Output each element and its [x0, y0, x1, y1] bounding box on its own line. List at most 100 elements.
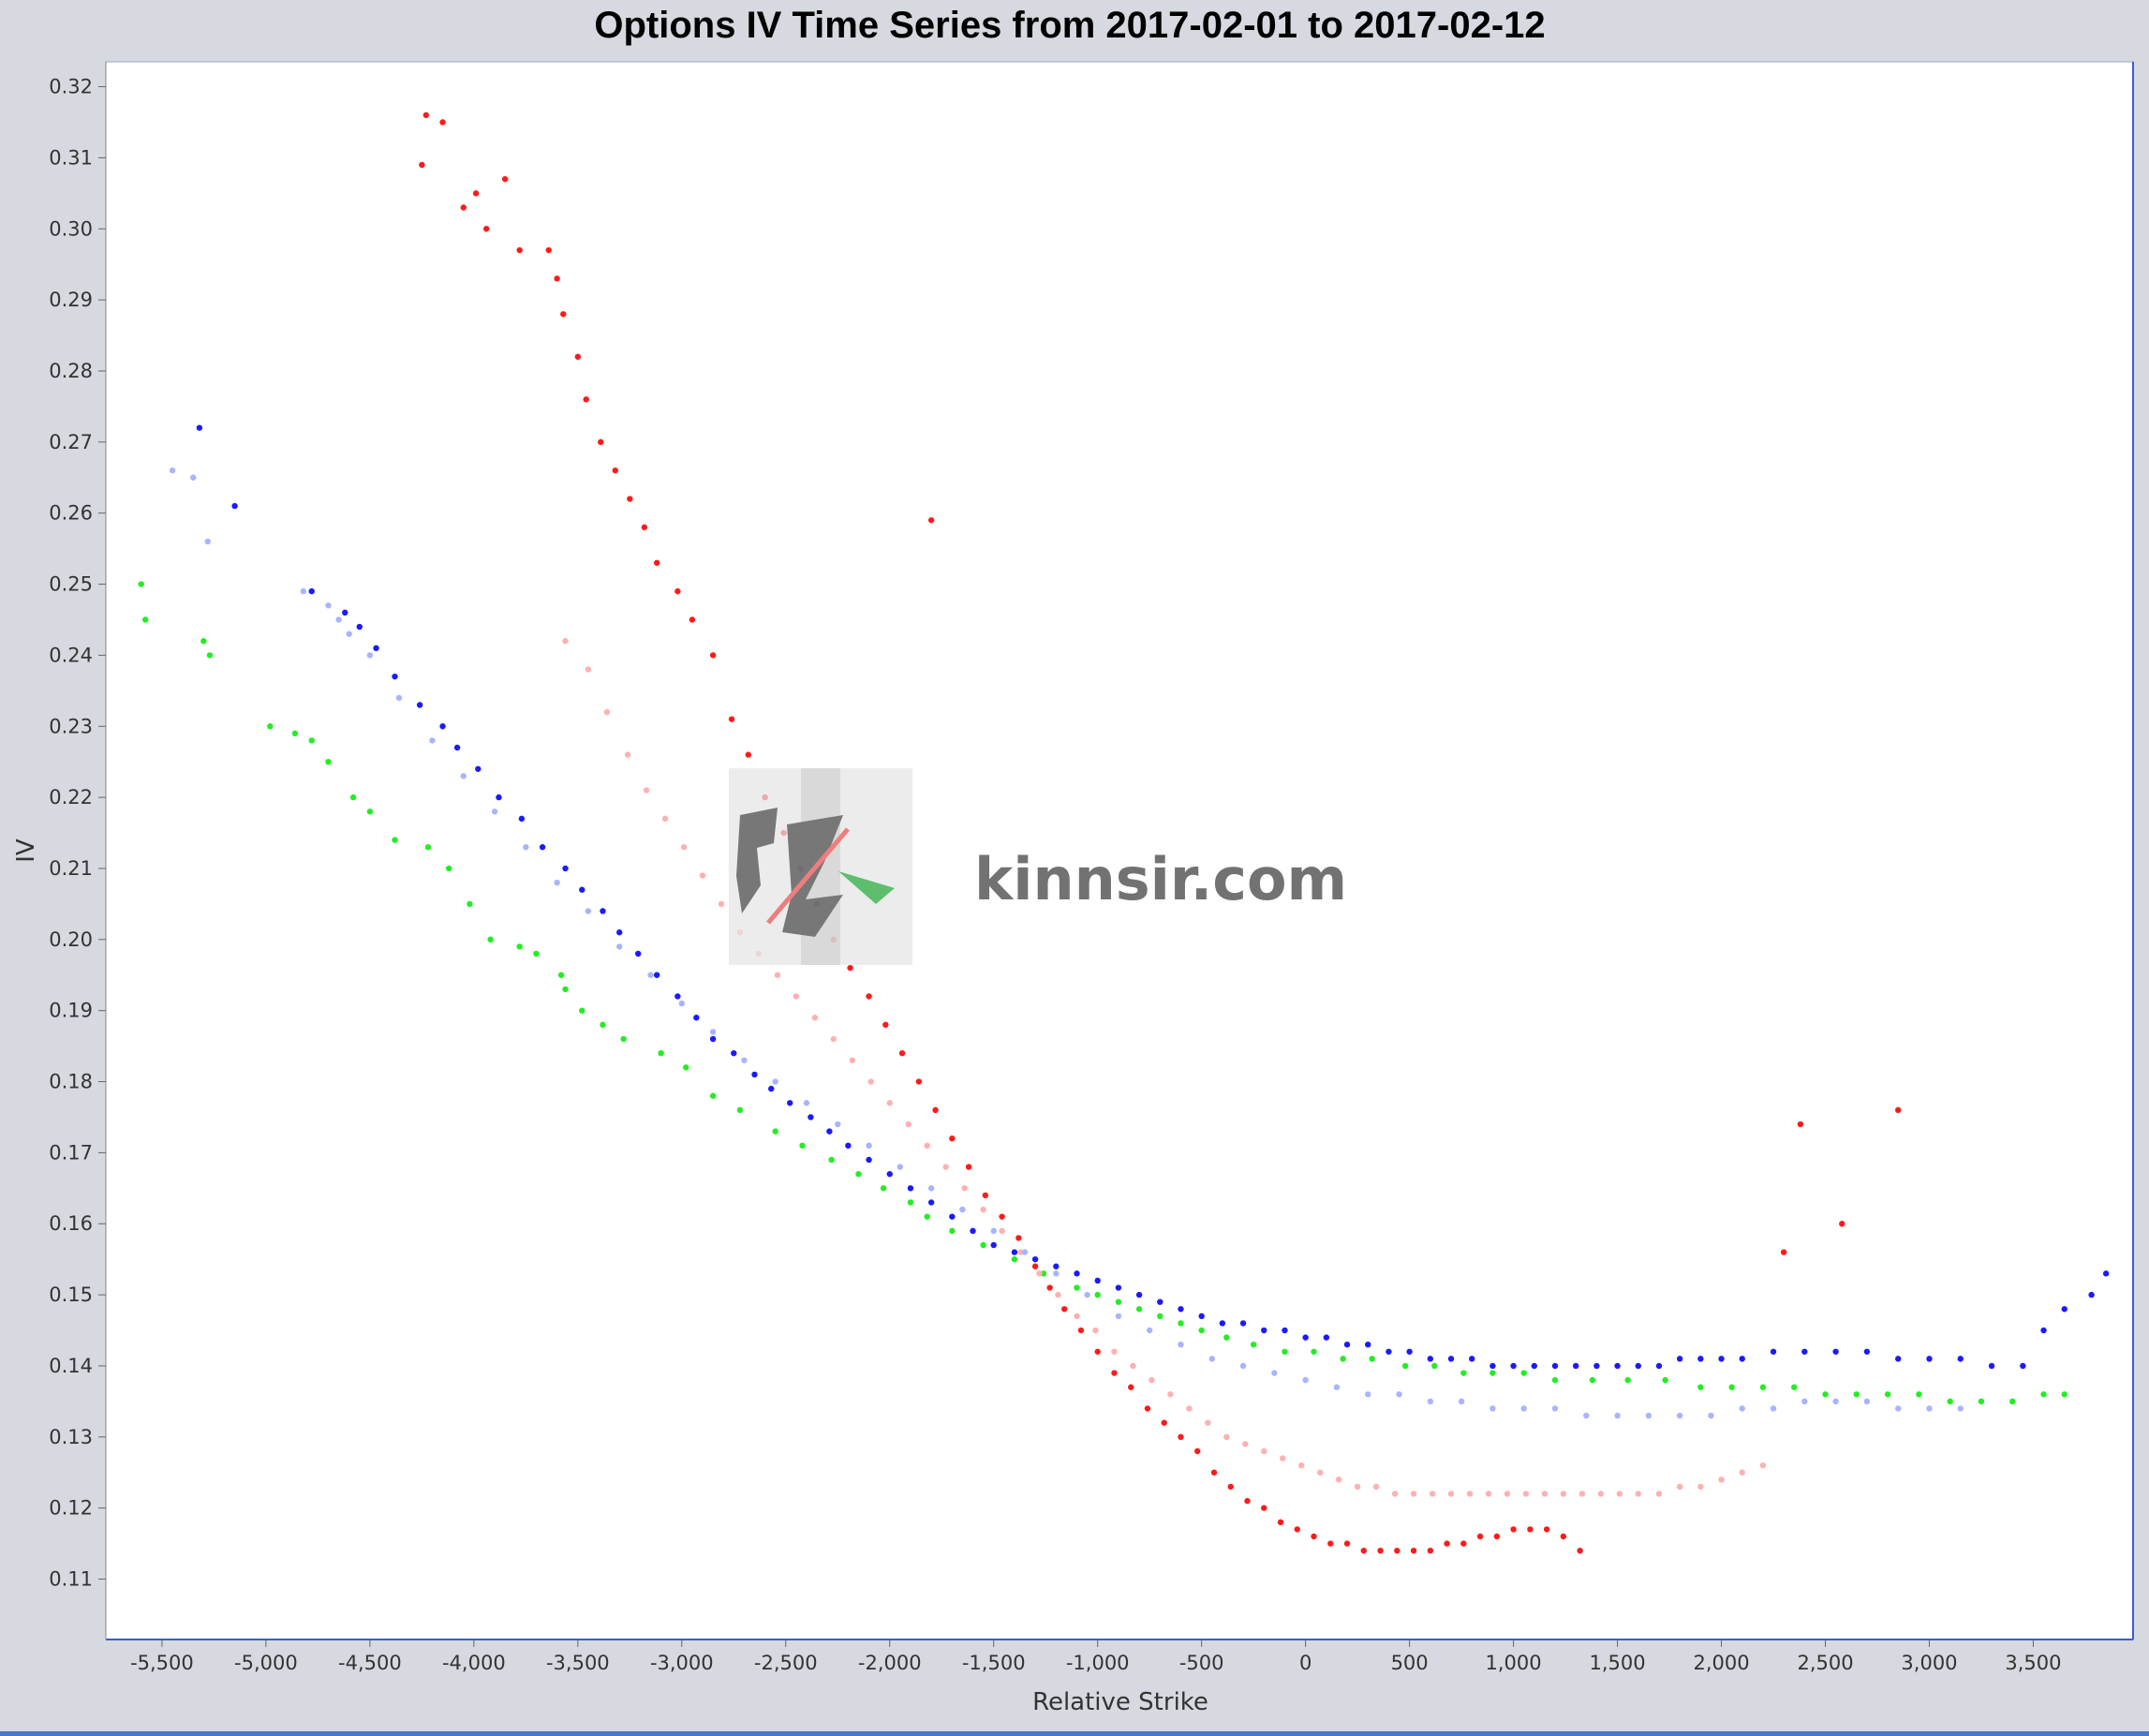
scatter-point [949, 1213, 956, 1220]
y-tick-label: 0.15 [49, 1283, 93, 1306]
scatter-point [562, 865, 569, 872]
scatter-point [718, 900, 725, 908]
scatter-point [641, 524, 648, 531]
scatter-point [267, 723, 274, 730]
scatter-point [460, 773, 467, 779]
scatter-point [1115, 1284, 1122, 1291]
scatter-point [1444, 1540, 1450, 1547]
scatter-point [1294, 1526, 1300, 1533]
scatter-point [882, 1021, 889, 1029]
scatter-point [1427, 1398, 1434, 1405]
scatter-point [1094, 1348, 1101, 1355]
scatter-point [1759, 1462, 1767, 1469]
scatter-point [949, 1227, 956, 1235]
scatter-point [999, 1227, 1005, 1235]
scatter-point [1369, 1356, 1375, 1362]
scatter-point [1429, 1491, 1436, 1497]
scatter-point [886, 1100, 893, 1106]
scatter-point [487, 936, 494, 943]
scatter-point [1280, 1455, 1286, 1462]
scatter-point [1739, 1469, 1745, 1476]
scatter-point [932, 1106, 939, 1114]
y-tick-label: 0.27 [49, 431, 93, 453]
scatter-point [1205, 1419, 1211, 1426]
x-tick-label: 0 [1299, 1652, 1312, 1674]
scatter-point [1458, 1398, 1465, 1405]
scatter-point [516, 246, 523, 254]
scatter-point [1340, 1356, 1346, 1362]
scatter-point [905, 1120, 911, 1128]
scatter-point [1560, 1491, 1567, 1497]
scatter-point [751, 1071, 758, 1078]
scatter-point [693, 1015, 700, 1021]
scatter-point [683, 1064, 689, 1071]
scatter-point [1676, 1356, 1683, 1362]
scatter-point [741, 1057, 748, 1063]
scatter-point [1335, 1476, 1342, 1483]
scatter-point [867, 1078, 874, 1085]
watermark: kinnsir.com [729, 768, 1347, 965]
x-tick-label: -3,500 [546, 1652, 610, 1674]
scatter-point [392, 673, 398, 680]
scatter-point [624, 751, 631, 758]
scatter-point [616, 943, 623, 950]
scatter-point [1360, 1547, 1367, 1554]
scatter-point [830, 1035, 837, 1043]
y-ticks: 0.11 0.12 0.13 0.14 0.15 0.16 0.17 0.18 0.19 0.20… [49, 76, 106, 1591]
scatter-point [1614, 1412, 1621, 1419]
scatter-point [1739, 1405, 1745, 1412]
scatter-point [1198, 1313, 1205, 1320]
scatter-point [1167, 1391, 1174, 1398]
scatter-point [658, 1049, 664, 1057]
scatter-point [1520, 1370, 1527, 1376]
scatter-point [653, 559, 660, 566]
scatter-point [1583, 1412, 1590, 1419]
scatter-point [1676, 1483, 1683, 1491]
scatter-point [1624, 1376, 1631, 1384]
scatter-point [1739, 1356, 1745, 1362]
scatter-point [1242, 1441, 1249, 1447]
y-tick-label: 0.26 [49, 502, 93, 525]
scatter-point [924, 1213, 930, 1220]
scatter-point [1135, 1306, 1143, 1313]
scatter-point [600, 1021, 606, 1029]
x-tick-label: -500 [1179, 1652, 1224, 1674]
x-axis-label: Relative Strike [1032, 1688, 1208, 1716]
scatter-point [949, 1135, 956, 1142]
series-4 [169, 467, 1964, 1419]
scatter-point [366, 809, 374, 815]
scatter-point [898, 1049, 906, 1057]
scatter-point [990, 1241, 997, 1249]
scatter-point [1157, 1313, 1163, 1320]
scatter-point [1282, 1348, 1288, 1355]
scatter-point [845, 1142, 852, 1150]
scatter-point [2020, 1362, 2026, 1370]
scatter-point [653, 972, 660, 978]
scatter-point [634, 950, 642, 957]
scatter-point [1541, 1491, 1549, 1497]
scatter-point [1759, 1384, 1767, 1390]
scatter-point [709, 1092, 717, 1099]
scatter-point [1489, 1370, 1496, 1376]
scatter-point [1770, 1405, 1777, 1412]
scatter-point [774, 972, 781, 978]
scatter-point [482, 226, 490, 232]
scatter-point [325, 758, 332, 765]
scatter-point [1046, 1284, 1053, 1291]
scatter-point [2102, 1270, 2110, 1277]
scatter-point [1589, 1376, 1596, 1384]
y-tick-label: 0.14 [49, 1355, 93, 1377]
scatter-point [866, 993, 872, 1000]
scatter-point [787, 1100, 793, 1106]
scatter-point [460, 204, 467, 211]
scatter-point [1597, 1491, 1605, 1497]
watermark-green-stroke [838, 871, 895, 904]
scatter-point [999, 1213, 1005, 1220]
scatter-point [1161, 1419, 1167, 1426]
scatter-point [1926, 1405, 1933, 1412]
scatter-point [1520, 1405, 1527, 1412]
scatter-point [335, 616, 342, 623]
scatter-point [990, 1227, 997, 1235]
scatter-point [866, 1156, 872, 1164]
